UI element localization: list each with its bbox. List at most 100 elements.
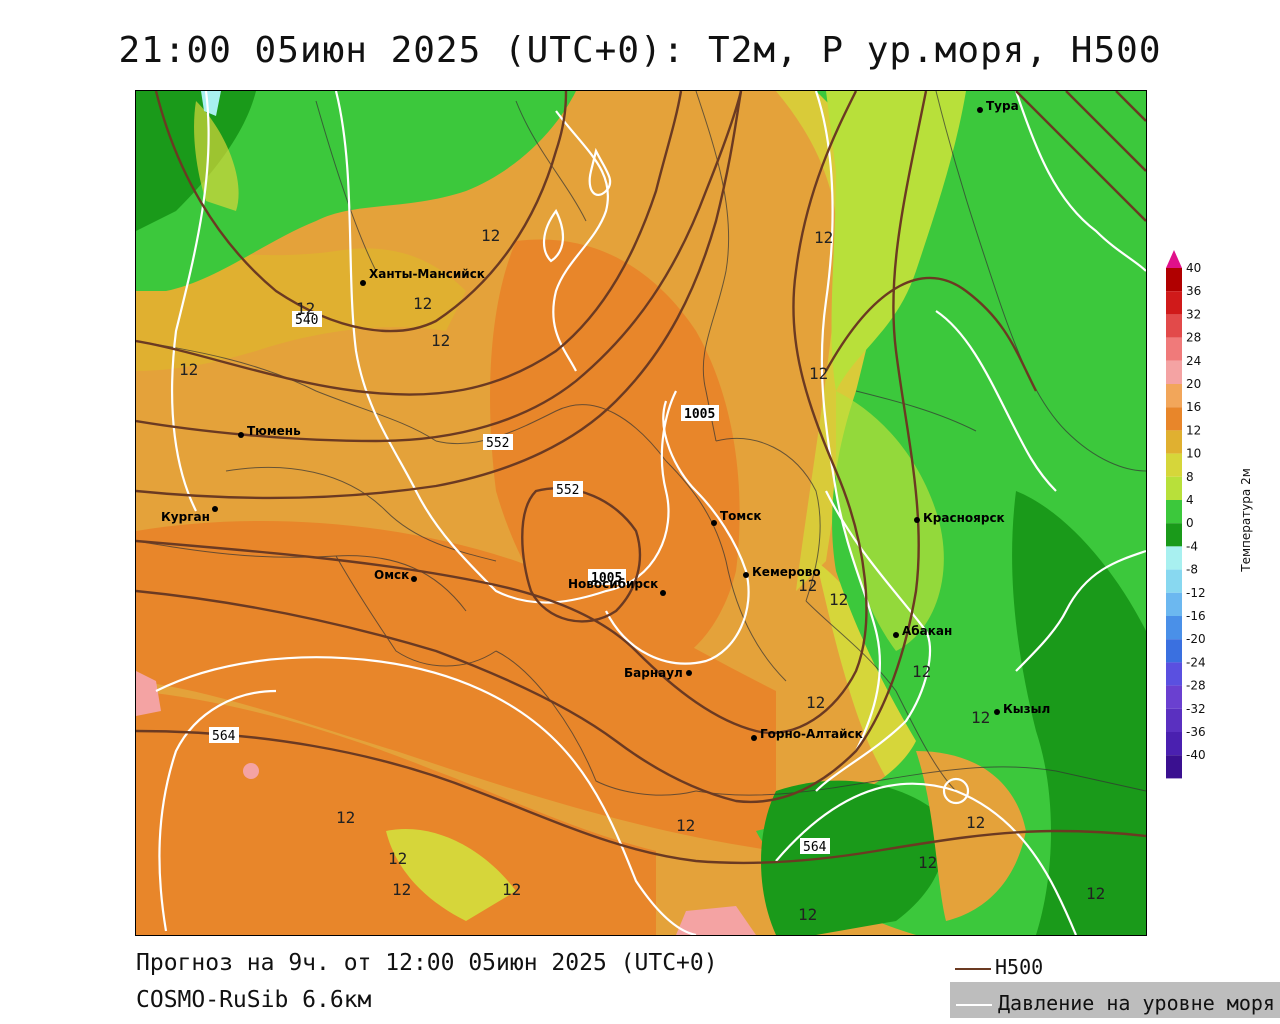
colorbar-swatch <box>1166 430 1182 454</box>
colorbar-swatch <box>1166 639 1182 663</box>
h500-label: 564 <box>803 840 827 855</box>
colorbar-canvas: 403632282420161210840-4-8-12-16-20-24-28… <box>1166 250 1253 779</box>
colorbar-swatch <box>1166 407 1182 431</box>
pressure-line-swatch <box>956 1003 992 1006</box>
colorbar-tick-label: -20 <box>1186 632 1206 646</box>
temp-label: 12 <box>388 849 407 868</box>
colorbar-tick-label: 24 <box>1186 354 1201 368</box>
colorbar-tick-label: 28 <box>1186 331 1201 345</box>
city-label: Горно-Алтайск <box>760 727 863 741</box>
temp-label: 12 <box>918 853 937 872</box>
colorbar-tick-label: -28 <box>1186 679 1206 693</box>
colorbar-tick-label: 0 <box>1186 516 1194 530</box>
city-label: Курган <box>161 510 210 524</box>
temp-label: 12 <box>1086 884 1105 903</box>
temperature-colorbar: 40 36 32 28 24 20 16 12 10 8 4 0 -4 -8 -12 -16 -20 -24 -28… <box>1160 250 1280 790</box>
h500-line-swatch <box>955 967 991 970</box>
h500-legend-label: H500 <box>995 955 1044 979</box>
colorbar-swatch <box>1166 314 1182 338</box>
colorbar-swatch <box>1166 384 1182 408</box>
h500-label: 552 <box>556 483 579 498</box>
contour-labels: 552 552 564 564 540 1005 1005 <box>209 311 830 855</box>
city-label: Кызыл <box>1003 702 1050 716</box>
temp-label: 12 <box>481 226 500 245</box>
temp-label: 12 <box>809 364 828 383</box>
temp-label: 12 <box>502 880 521 899</box>
pressure-legend-label: Давление на уровне моря <box>998 991 1275 1015</box>
colorbar-swatch <box>1166 732 1182 756</box>
colorbar-swatch <box>1166 592 1182 616</box>
city-label: Абакан <box>902 624 952 638</box>
colorbar-tick-label: 40 <box>1186 261 1201 275</box>
colorbar-tick-label: -4 <box>1186 539 1198 553</box>
cities: Тура Ханты-Мансийск Тюмень Курган Омск Н… <box>161 99 1050 741</box>
h500-label: 552 <box>486 436 509 451</box>
temp-label: 12 <box>392 880 411 899</box>
colorbar-swatch <box>1166 685 1182 709</box>
city-label: Ханты-Мансийск <box>369 267 485 281</box>
city-label: Тюмень <box>247 424 301 438</box>
pressure-label: 1005 <box>591 571 622 586</box>
colorbar-swatch <box>1166 360 1182 384</box>
colorbar-tick-label: -24 <box>1186 655 1206 669</box>
colorbar-swatch <box>1166 569 1182 593</box>
colorbar-tick-label: -8 <box>1186 563 1198 577</box>
h500-label: 540 <box>295 313 318 328</box>
colorbar-swatch <box>1166 708 1182 732</box>
colorbar-tick-label: 4 <box>1186 493 1194 507</box>
colorbar-tick-label: -32 <box>1186 702 1206 716</box>
colorbar-swatch <box>1166 546 1182 570</box>
city-label: Тура <box>986 99 1019 113</box>
colorbar-tick-label: 8 <box>1186 470 1194 484</box>
temp-label: 12 <box>912 662 931 681</box>
city-label: Красноярск <box>923 511 1005 525</box>
colorbar-tick-label: 32 <box>1186 307 1201 321</box>
temp-label: 12 <box>798 905 817 924</box>
temp-label: 12 <box>179 360 198 379</box>
temp-labels: 12 12 12 12 12 12 12 12 12 12 12 12 12 1… <box>179 226 1105 924</box>
colorbar-tick-label: -12 <box>1186 586 1206 600</box>
model-info: COSMO-RuSib 6.6км <box>136 987 372 1013</box>
temp-label: 12 <box>829 590 848 609</box>
colorbar-swatch <box>1166 291 1182 315</box>
colorbar-tick-label: -40 <box>1186 748 1206 762</box>
colorbar-title: Температура 2м <box>1239 468 1253 573</box>
city-label: Барнаул <box>624 666 683 680</box>
colorbar-swatch <box>1166 500 1182 524</box>
temp-label: 12 <box>798 576 817 595</box>
weather-map: 552 552 564 564 540 1005 1005 12 12 12 1… <box>135 90 1147 936</box>
colorbar-tick-label: 10 <box>1186 447 1201 461</box>
colorbar-swatch <box>1166 268 1182 292</box>
temp-label: 12 <box>814 228 833 247</box>
temp-label: 12 <box>296 299 315 318</box>
colorbar-top-arrow <box>1166 250 1182 268</box>
colorbar-swatch <box>1166 476 1182 500</box>
city-label: Кемерово <box>752 565 821 579</box>
temp-label: 12 <box>676 816 695 835</box>
city-label: Омск <box>374 568 409 582</box>
city-label: Новосибирск <box>568 577 658 591</box>
colorbar-swatch <box>1166 453 1182 477</box>
h500-legend-key: H500 <box>955 955 1043 979</box>
pressure-label: 1005 <box>684 407 715 422</box>
colorbar-tick-label: 20 <box>1186 377 1201 391</box>
h500-label: 564 <box>212 729 236 744</box>
map-title: 21:00 05июн 2025 (UTC+0): T2м, P ур.моря… <box>118 30 1162 71</box>
city-label: Томск <box>720 509 762 523</box>
colorbar-swatch <box>1166 662 1182 686</box>
colorbar-swatch <box>1166 755 1182 779</box>
temp-label: 12 <box>336 808 355 827</box>
colorbar-swatch <box>1166 337 1182 361</box>
colorbar-tick-label: 16 <box>1186 400 1201 414</box>
temp-label: 12 <box>431 331 450 350</box>
colorbar-swatch <box>1166 523 1182 547</box>
colorbar-tick-label: 12 <box>1186 423 1201 437</box>
colorbar-tick-label: 36 <box>1186 284 1201 298</box>
temp-label: 12 <box>971 708 990 727</box>
temp-label: 12 <box>413 294 432 313</box>
temp-label: 12 <box>966 813 985 832</box>
pressure-legend-key: Давление на уровне моря <box>950 982 1280 1018</box>
map-canvas: 552 552 564 564 540 1005 1005 12 12 12 1… <box>136 91 1146 935</box>
forecast-info: Прогноз на 9ч. от 12:00 05июн 2025 (UTC+… <box>136 950 718 976</box>
colorbar-tick-label: -16 <box>1186 609 1206 623</box>
